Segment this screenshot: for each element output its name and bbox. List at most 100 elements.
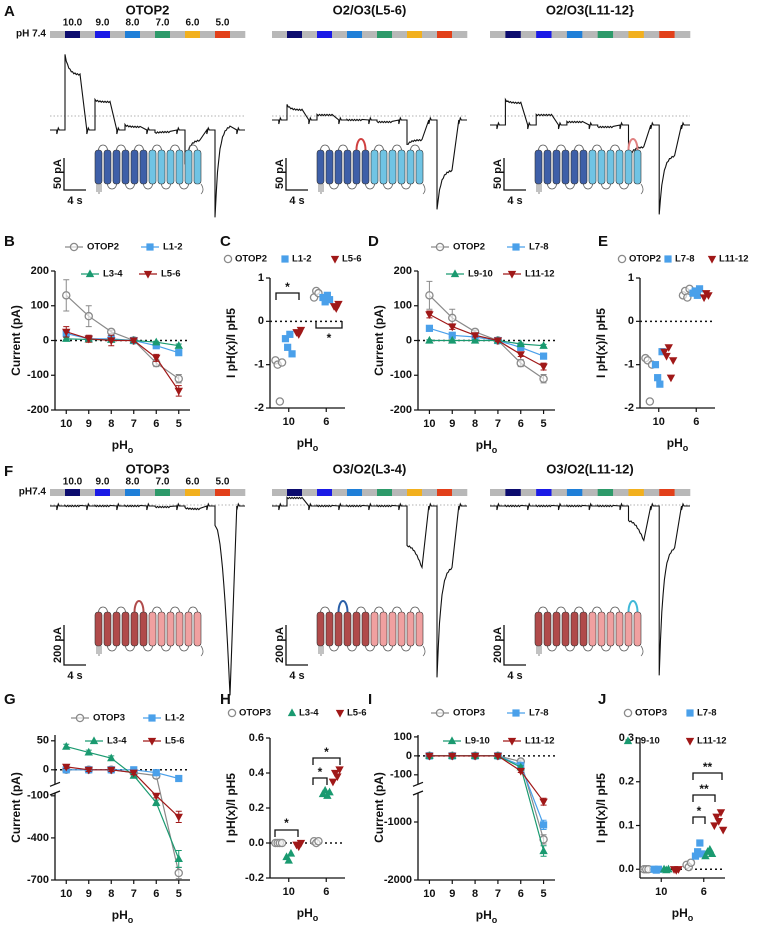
legend-label: L1-2 xyxy=(292,254,312,265)
loop xyxy=(161,645,171,652)
helix xyxy=(166,149,175,185)
legend-label: L1-2 xyxy=(165,713,185,724)
ph-baseline xyxy=(551,489,568,496)
current-trace xyxy=(272,104,467,210)
legend-marker xyxy=(512,709,520,717)
loop xyxy=(161,183,171,190)
legend-label: L11-12 xyxy=(719,254,749,265)
y-axis-label: I pH(x)/I pH5 xyxy=(594,308,608,378)
data-point xyxy=(152,354,161,363)
terminus xyxy=(318,645,426,657)
data-point xyxy=(664,344,673,352)
legend-label: L3-4 xyxy=(107,736,127,747)
scale-bar xyxy=(285,158,308,191)
data-point xyxy=(656,380,664,388)
loop xyxy=(392,144,402,151)
data-point xyxy=(174,813,183,822)
ph-step xyxy=(597,489,614,496)
loop xyxy=(188,144,198,151)
ph-step xyxy=(185,31,201,38)
ph-baseline xyxy=(422,31,438,38)
data-point xyxy=(539,363,548,372)
helix xyxy=(570,611,579,647)
legend-label: L1-2 xyxy=(163,242,183,253)
data-point xyxy=(296,839,306,848)
loop xyxy=(133,600,145,613)
x-axis-label: pHo xyxy=(112,438,134,455)
ph-step xyxy=(659,31,675,38)
legend-marker xyxy=(512,243,520,251)
loop xyxy=(143,183,153,190)
helix xyxy=(624,611,633,647)
ph-step xyxy=(215,31,231,38)
helix xyxy=(94,611,103,647)
y-tick-label: 100 xyxy=(394,300,412,312)
y-axis-label: Current (pA) xyxy=(9,305,23,376)
significance-label: * xyxy=(284,816,289,830)
ph-baseline xyxy=(230,489,246,496)
helix xyxy=(130,149,139,185)
ph-step xyxy=(125,31,141,38)
data-point xyxy=(334,300,343,309)
y-axis-label: Current (pA) xyxy=(9,772,23,843)
loop xyxy=(374,144,384,151)
data-point xyxy=(470,752,480,761)
helix xyxy=(534,611,543,647)
helix xyxy=(325,611,334,647)
loop xyxy=(329,645,339,652)
y-tick-label: -1 xyxy=(624,359,634,371)
scale-x-label: 4 s xyxy=(67,195,82,207)
legend-label: L3-4 xyxy=(103,269,123,280)
legend-marker xyxy=(507,737,517,746)
data-point xyxy=(660,348,669,357)
ph-baseline xyxy=(110,489,126,496)
legend-marker xyxy=(685,737,695,746)
legend-label: L9-10 xyxy=(465,736,490,747)
loop xyxy=(547,645,557,652)
y-tick-label: -100 xyxy=(27,790,49,802)
x-tick-label: 8 xyxy=(108,418,114,430)
data-point xyxy=(62,742,71,750)
ph-baseline xyxy=(643,31,660,38)
panel-letter: D xyxy=(368,233,379,250)
loop xyxy=(125,645,135,652)
loop xyxy=(410,144,420,151)
helix xyxy=(352,149,361,185)
legend-marker xyxy=(287,708,297,717)
legend-label: L5-6 xyxy=(161,269,181,280)
helix xyxy=(570,149,579,185)
significance-label: * xyxy=(327,331,332,345)
ph-step xyxy=(65,489,81,496)
ph-baseline xyxy=(302,489,318,496)
y-tick-label: -2000 xyxy=(384,874,412,886)
x-axis-label: pHo xyxy=(476,908,498,925)
ph-baseline xyxy=(674,31,691,38)
loop xyxy=(592,144,602,151)
series-line xyxy=(429,755,545,852)
legend-label: L7-8 xyxy=(529,242,549,253)
ph-baseline xyxy=(80,31,96,38)
helix xyxy=(370,611,379,647)
significance-bracket xyxy=(692,772,723,780)
terminus xyxy=(536,645,644,657)
legend-marker xyxy=(143,270,153,279)
data-point xyxy=(693,291,701,299)
y-tick-label: 0.2 xyxy=(249,802,264,814)
data-point xyxy=(691,287,699,295)
significance-label: ** xyxy=(703,760,713,774)
ph-step xyxy=(437,31,453,38)
loop xyxy=(179,183,189,190)
helix xyxy=(94,149,103,185)
helix xyxy=(397,149,406,185)
legend-label: OTOP2 xyxy=(235,254,267,265)
legend-marker xyxy=(147,737,157,746)
loop xyxy=(143,645,153,652)
ph-step xyxy=(407,31,423,38)
panel-letter: G xyxy=(4,691,16,708)
legend-marker xyxy=(75,713,85,723)
loop xyxy=(601,183,611,190)
significance-label: * xyxy=(285,280,290,294)
legend-label: OTOP3 xyxy=(93,713,125,724)
data-point xyxy=(328,778,338,787)
legend-label: L11-12 xyxy=(525,736,555,747)
